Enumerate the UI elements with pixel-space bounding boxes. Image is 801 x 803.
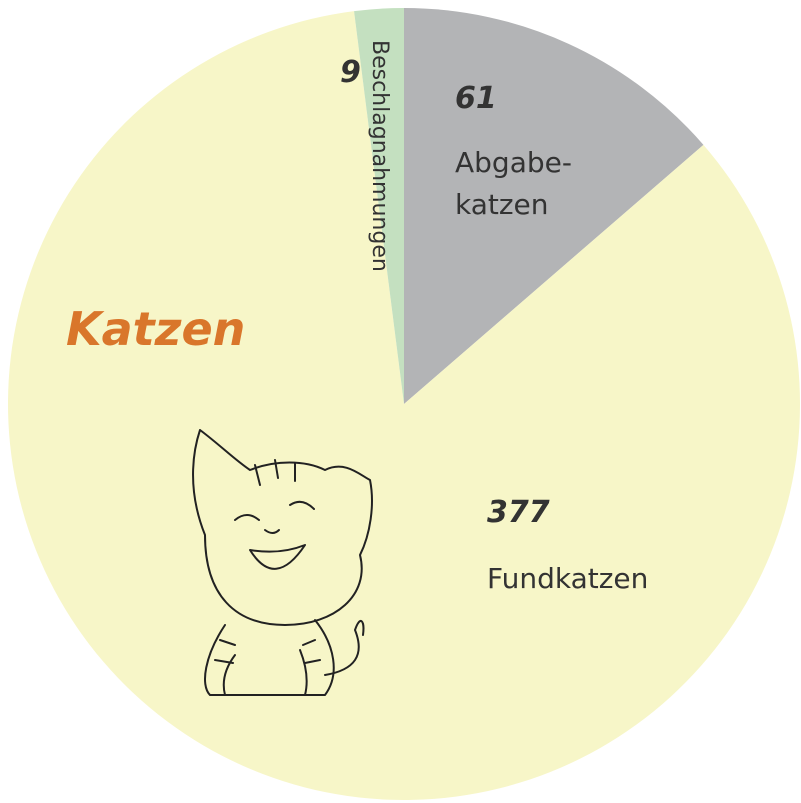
value-label: 9 bbox=[340, 55, 361, 90]
category-label: Fundkatzen bbox=[487, 562, 648, 595]
labels: 61 Abgabe-katzen 377 Fundkatzen 9 Beschlagnah… bbox=[340, 40, 648, 595]
cat-illustration bbox=[192, 429, 373, 696]
category-label: Beschlagnahmungen bbox=[367, 40, 392, 272]
value-label: 61 bbox=[455, 81, 497, 116]
chart-title: Katzen bbox=[66, 302, 245, 356]
category-label: Abgabe-katzen bbox=[455, 146, 572, 221]
pie-slice bbox=[7, 11, 800, 801]
value-label: 377 bbox=[487, 495, 550, 530]
pie-slice bbox=[354, 8, 404, 404]
pie-slice bbox=[404, 8, 704, 404]
slices bbox=[7, 8, 800, 801]
